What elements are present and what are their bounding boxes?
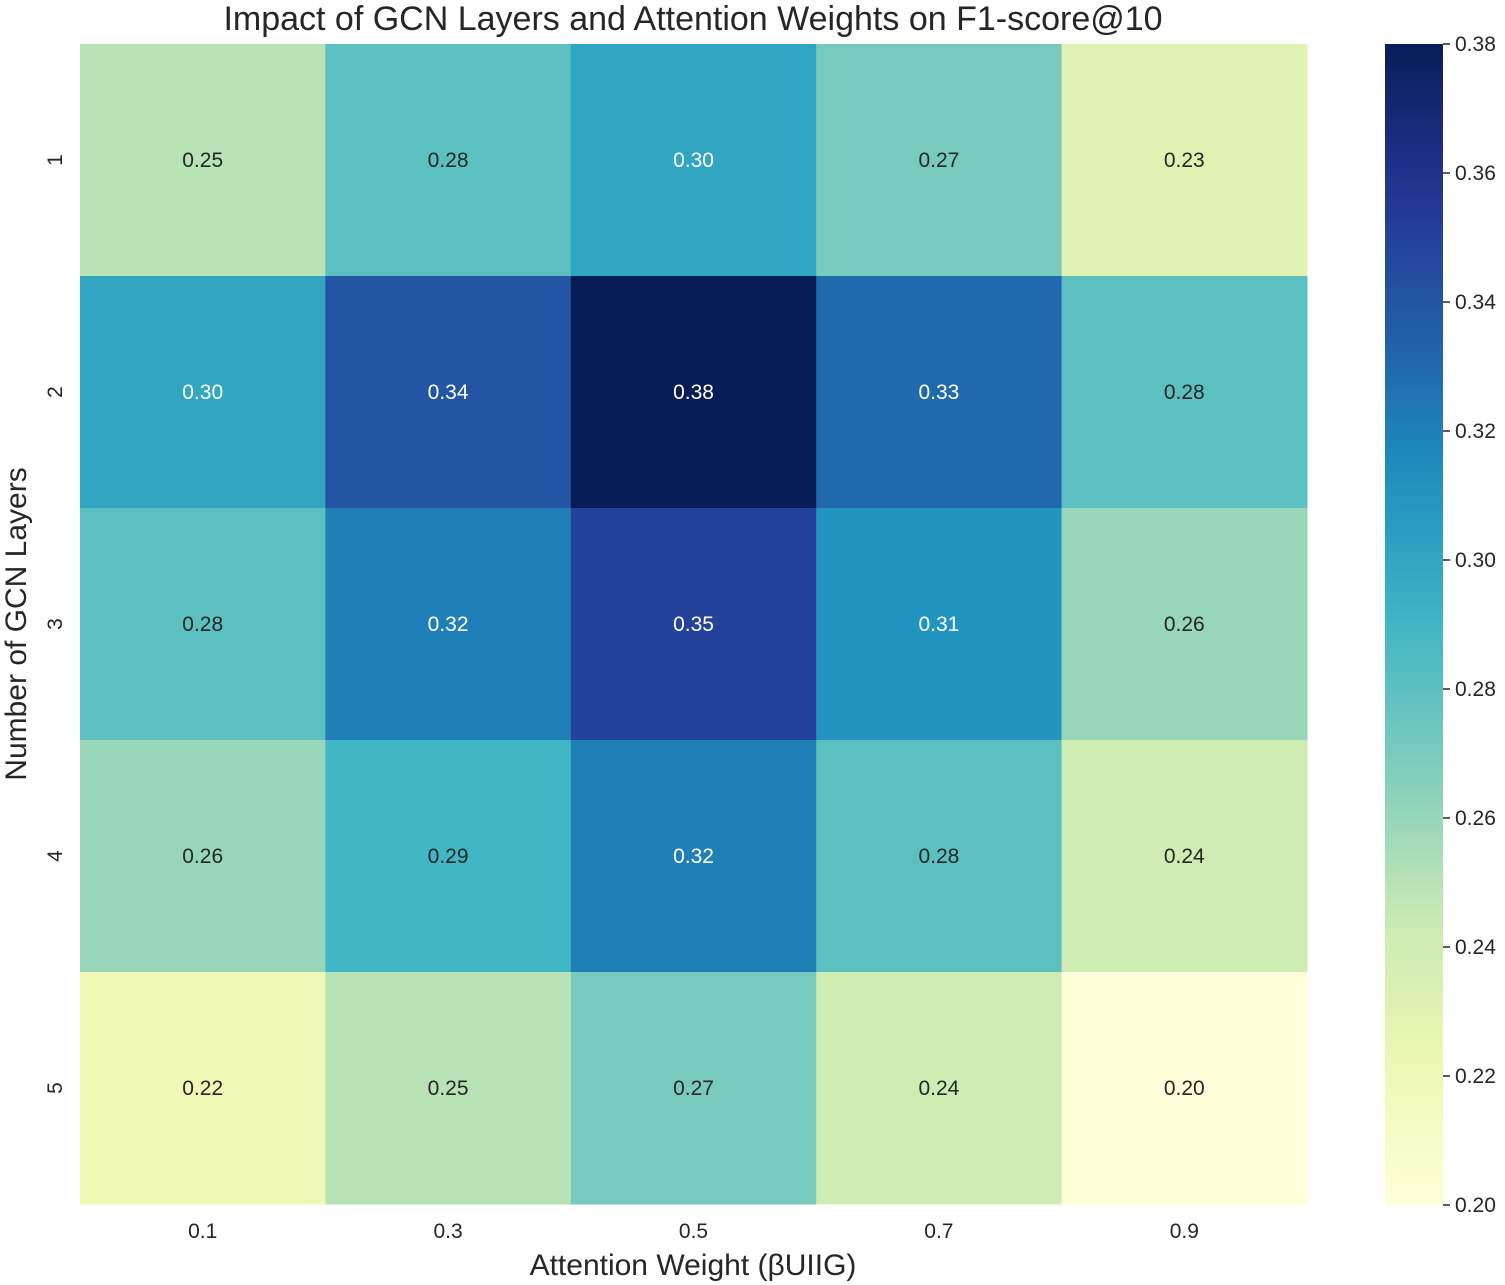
- cell-value-label: 0.28: [182, 613, 223, 636]
- heatmap-cell: [816, 276, 1063, 509]
- y-tick-labels: 1 2 3 4 5: [44, 154, 67, 1094]
- colorbar-tick-label: 0.36: [1455, 162, 1496, 185]
- heatmap-cell: [80, 44, 326, 277]
- colorbar-ticks: 0.20 0.22 0.24 0.26 0.28 0.30 0.32 0.34 0.36 0.38: [1443, 33, 1496, 1217]
- cell-value-label: 0.25: [182, 149, 223, 172]
- cell-value-label: 0.25: [428, 1077, 469, 1100]
- heatmap-cell: [1061, 508, 1308, 741]
- x-tick-label: 0.3: [433, 1220, 462, 1243]
- colorbar-tick-label: 0.24: [1455, 936, 1496, 959]
- cell-value-label: 0.30: [182, 381, 223, 404]
- y-tick-label: 1: [44, 154, 67, 166]
- cell-value-label: 0.27: [918, 149, 959, 172]
- cell-value-label: 0.31: [918, 613, 959, 636]
- cell-value-label: 0.32: [428, 613, 469, 636]
- x-tick-label: 0.1: [188, 1220, 217, 1243]
- y-tick-label: 2: [44, 386, 67, 398]
- cell-value-label: 0.30: [673, 149, 714, 172]
- x-tick-label: 0.5: [679, 1220, 708, 1243]
- colorbar-tick-label: 0.26: [1455, 807, 1496, 830]
- cell-value-label: 0.32: [673, 845, 714, 868]
- cell-value-label: 0.29: [428, 845, 469, 868]
- cell-value-label: 0.28: [918, 845, 959, 868]
- heatmap-cell: [325, 44, 572, 277]
- cell-value-label: 0.38: [673, 381, 714, 404]
- x-tick-labels: 0.1 0.3 0.5 0.7 0.9: [188, 1220, 1199, 1243]
- colorbar-tick-label: 0.34: [1455, 291, 1496, 314]
- heatmap-cell: [570, 276, 817, 509]
- cell-value-label: 0.26: [1164, 613, 1205, 636]
- cell-annotations: 0.25 0.28 0.30 0.27 0.23 0.30 0.34 0.38 0.33 0.28…: [182, 149, 1205, 1100]
- cell-value-label: 0.28: [428, 149, 469, 172]
- cell-value-label: 0.22: [182, 1077, 223, 1100]
- heatmap-cells: [80, 44, 1308, 1205]
- x-tick-label: 0.9: [1170, 1220, 1199, 1243]
- colorbar: [1385, 44, 1443, 1205]
- colorbar-tick-label: 0.22: [1455, 1065, 1496, 1088]
- y-axis-label: Number of GCN Layers: [0, 467, 33, 780]
- cell-value-label: 0.20: [1164, 1077, 1205, 1100]
- y-tick-label: 4: [44, 850, 67, 862]
- heatmap-cell: [1061, 44, 1308, 277]
- heatmap-cell: [816, 972, 1063, 1205]
- colorbar-tick-label: 0.28: [1455, 678, 1496, 701]
- heatmap-cell: [325, 740, 572, 973]
- heatmap-cell: [816, 44, 1063, 277]
- cell-value-label: 0.27: [673, 1077, 714, 1100]
- heatmap-cell: [1061, 740, 1308, 973]
- heatmap-cell: [325, 972, 572, 1205]
- heatmap-cell: [816, 740, 1063, 973]
- heatmap-cell: [1061, 276, 1308, 509]
- colorbar-tick-label: 0.20: [1455, 1194, 1496, 1217]
- cell-value-label: 0.35: [673, 613, 714, 636]
- x-axis-label: Attention Weight (βUIIG): [530, 1249, 857, 1282]
- heatmap-cell: [80, 972, 326, 1205]
- colorbar-tick-label: 0.38: [1455, 33, 1496, 56]
- heatmap-cell: [570, 740, 817, 973]
- heatmap-cell: [80, 508, 326, 741]
- cell-value-label: 0.24: [918, 1077, 959, 1100]
- heatmap-cell: [570, 508, 817, 741]
- heatmap-cell: [325, 508, 572, 741]
- cell-value-label: 0.24: [1164, 845, 1205, 868]
- chart-title: Impact of GCN Layers and Attention Weigh…: [223, 0, 1162, 38]
- colorbar-tick-label: 0.32: [1455, 420, 1496, 443]
- cell-value-label: 0.33: [918, 381, 959, 404]
- heatmap-cell: [570, 44, 817, 277]
- cell-value-label: 0.26: [182, 845, 223, 868]
- y-tick-label: 5: [44, 1082, 67, 1094]
- heatmap-cell: [570, 972, 817, 1205]
- x-tick-label: 0.7: [924, 1220, 953, 1243]
- heatmap-cell: [816, 508, 1063, 741]
- y-tick-label: 3: [44, 618, 67, 630]
- colorbar-tick-label: 0.30: [1455, 549, 1496, 572]
- heatmap-cell: [80, 276, 326, 509]
- cell-value-label: 0.34: [428, 381, 469, 404]
- heatmap-cell: [80, 740, 326, 973]
- cell-value-label: 0.28: [1164, 381, 1205, 404]
- heatmap-cell: [325, 276, 572, 509]
- cell-value-label: 0.23: [1164, 149, 1205, 172]
- heatmap-cell: [1061, 972, 1308, 1205]
